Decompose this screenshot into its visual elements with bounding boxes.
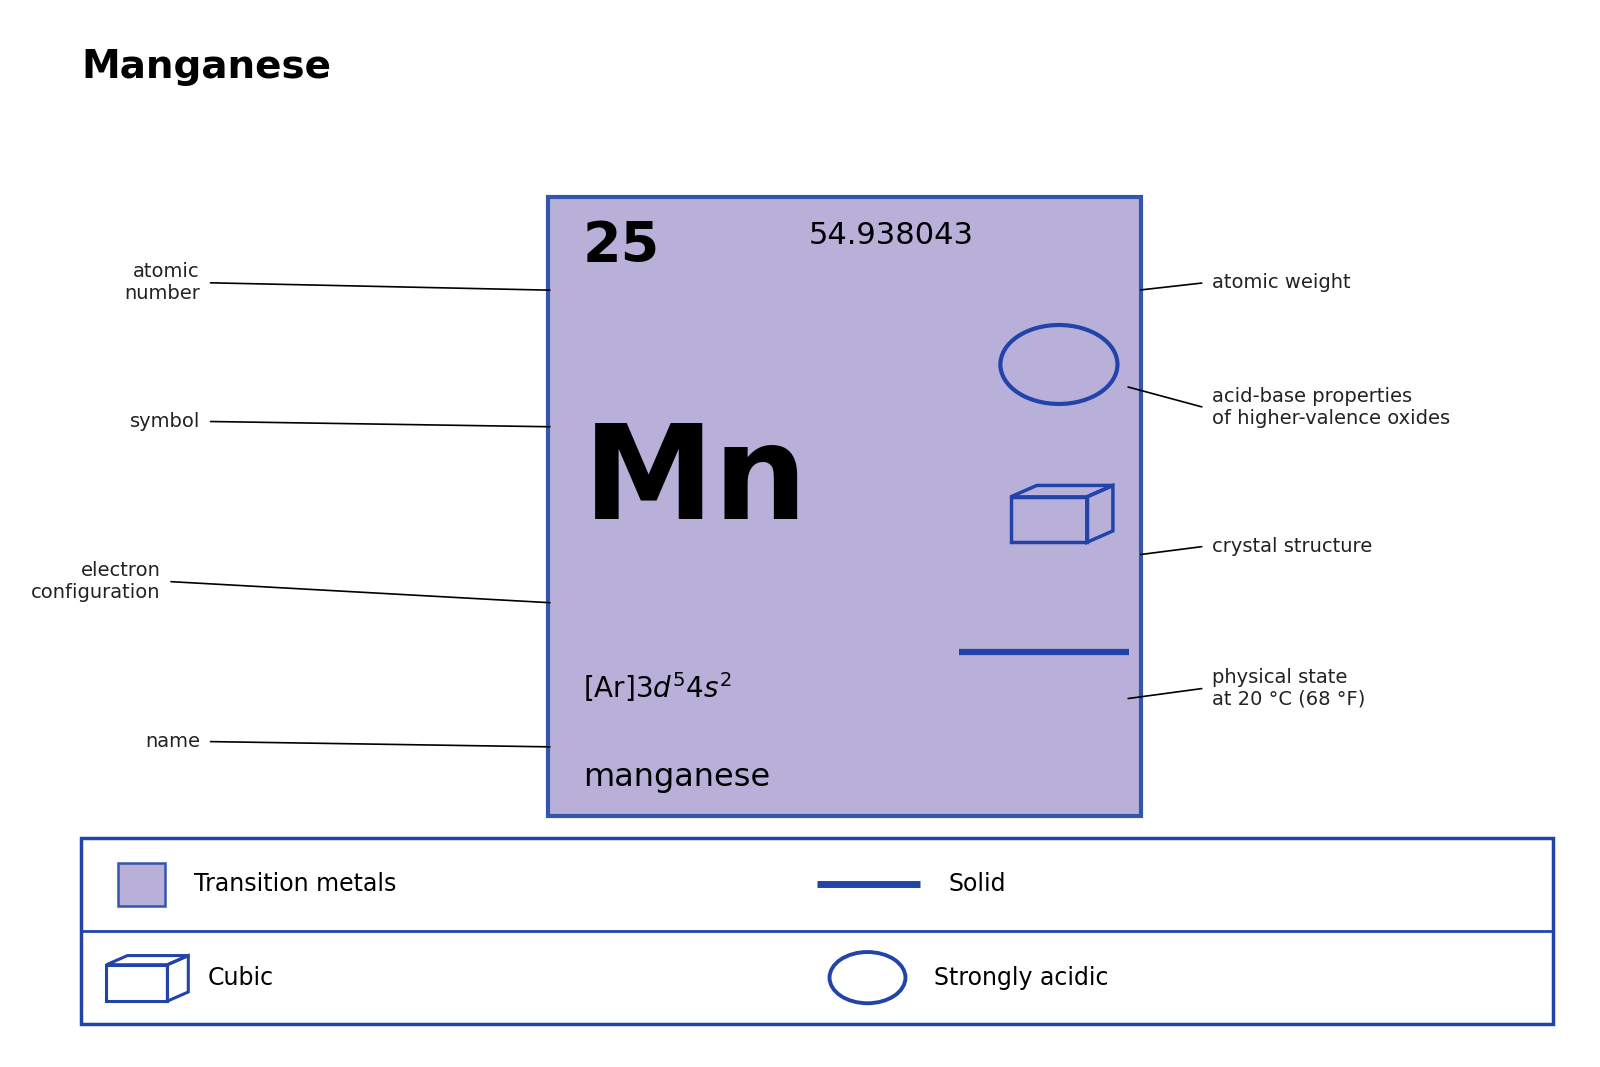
Text: $\mathregular{[Ar]3}d^{\mathregular{5}}\mathregular{4}s^{\mathregular{2}}$: $\mathregular{[Ar]3}d^{\mathregular{5}}\… [582,670,731,704]
Text: 25: 25 [582,219,659,273]
FancyBboxPatch shape [117,863,165,906]
Text: 54.938043: 54.938043 [810,221,974,250]
Text: Cubic: Cubic [208,966,274,989]
Text: electron
configuration: electron configuration [30,561,160,602]
Text: manganese: manganese [582,762,770,793]
Text: Mn: Mn [582,418,808,545]
Text: atomic weight: atomic weight [1213,273,1350,292]
Text: name: name [146,732,200,751]
Text: physical state
at 20 °C (68 °F): physical state at 20 °C (68 °F) [1213,668,1366,708]
Text: symbol: symbol [130,412,200,431]
Text: acid-base properties
of higher-valence oxides: acid-base properties of higher-valence o… [1213,387,1451,428]
Text: Manganese: Manganese [82,48,331,86]
Text: atomic
number: atomic number [123,262,200,303]
Text: Transition metals: Transition metals [194,873,395,896]
FancyBboxPatch shape [547,197,1141,816]
Text: Solid: Solid [949,873,1006,896]
Text: Strongly acidic: Strongly acidic [934,966,1109,989]
FancyBboxPatch shape [82,838,1552,1024]
Text: crystal structure: crystal structure [1213,537,1373,556]
